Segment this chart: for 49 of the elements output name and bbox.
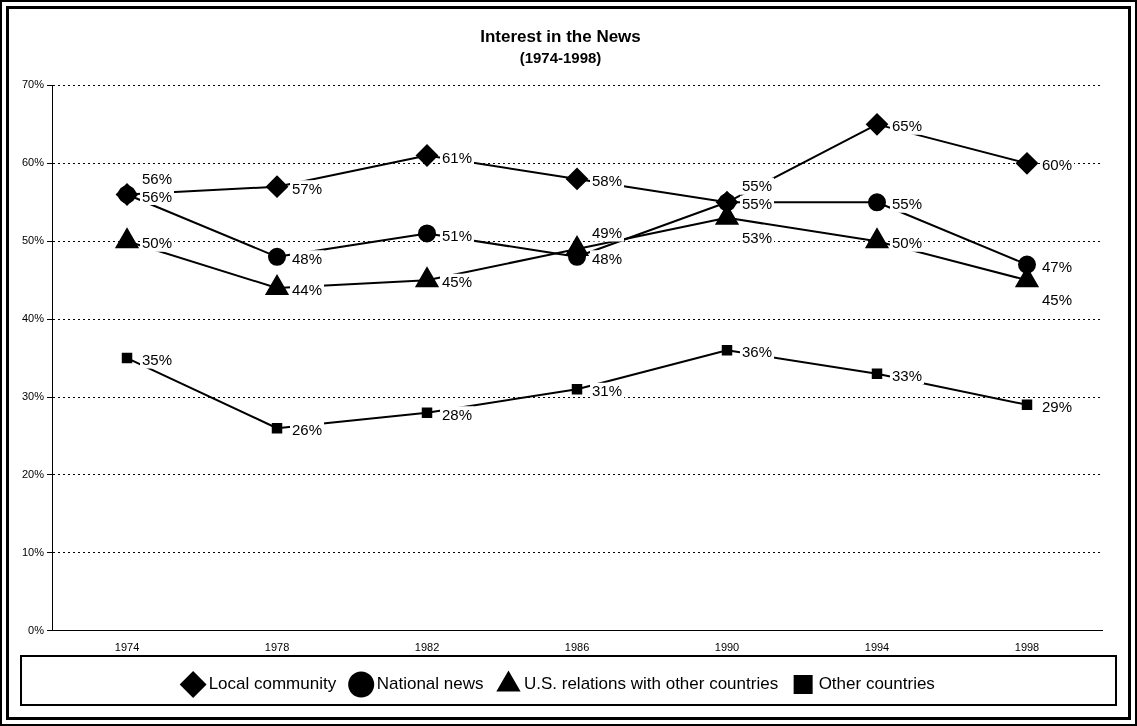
data-label: 48% — [592, 249, 623, 267]
data-label: 55% — [742, 177, 773, 195]
data-label: 61% — [442, 148, 473, 166]
legend-label: National news — [376, 674, 484, 694]
data-label: 51% — [442, 226, 473, 244]
y-tick-label: 70% — [21, 78, 45, 91]
data-label: 50% — [892, 234, 923, 252]
data-label: 45% — [1042, 291, 1073, 309]
y-tick-label: 30% — [21, 390, 45, 403]
data-label: 31% — [592, 382, 623, 400]
legend-label: Local community — [208, 674, 337, 694]
data-label: 58% — [592, 172, 623, 190]
data-label: 36% — [742, 343, 773, 361]
data-label: 26% — [292, 421, 323, 439]
y-tick-label: 0% — [28, 623, 45, 636]
x-tick-label: 1982 — [414, 641, 440, 654]
chart-subtitle: (1974-1998) — [519, 48, 602, 66]
data-label: 49% — [592, 224, 623, 242]
data-label: 44% — [292, 281, 323, 299]
data-label: 48% — [292, 249, 323, 267]
x-tick-label: 1998 — [1014, 641, 1040, 654]
chart-title: Interest in the News — [480, 26, 641, 46]
x-tick-label: 1994 — [864, 641, 890, 654]
data-label: 55% — [742, 195, 773, 213]
y-tick-label: 40% — [21, 312, 45, 325]
legend-label: Other countries — [818, 674, 935, 694]
data-label: 65% — [892, 117, 923, 135]
y-tick-label: 50% — [21, 234, 45, 247]
data-label: 47% — [1042, 257, 1073, 275]
y-tick-label: 10% — [21, 545, 45, 558]
x-tick-label: 1978 — [264, 641, 290, 654]
data-label: 50% — [142, 234, 173, 252]
data-label: 35% — [142, 351, 173, 369]
data-label: 56% — [142, 187, 173, 205]
legend-label: U.S. relations with other countries — [523, 674, 779, 694]
data-label: 53% — [742, 228, 773, 246]
data-label: 55% — [892, 195, 923, 213]
data-label: 29% — [1042, 397, 1073, 415]
data-label: 60% — [1042, 156, 1073, 174]
x-tick-label: 1986 — [564, 641, 590, 654]
y-tick-label: 60% — [21, 156, 45, 169]
y-tick-label: 20% — [21, 468, 45, 480]
data-label: 45% — [442, 273, 473, 291]
data-label: 33% — [892, 366, 923, 384]
data-label: 28% — [442, 405, 473, 423]
data-label: 56% — [142, 169, 173, 187]
data-label: 57% — [292, 179, 323, 197]
x-tick-label: 1974 — [114, 641, 140, 654]
x-tick-label: 1990 — [714, 641, 740, 654]
